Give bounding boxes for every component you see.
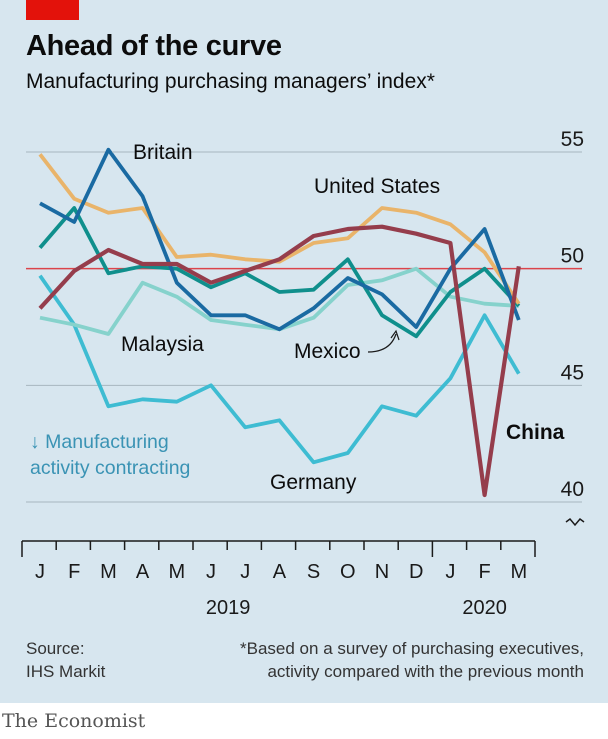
x-tick-label: J	[445, 561, 455, 583]
annotation-line: ↓ Manufacturing	[30, 431, 169, 453]
footnote-line: *Based on a survey of purchasing executi…	[240, 639, 584, 658]
series-line-china	[38, 224, 521, 498]
series-line-britain	[39, 147, 521, 332]
source-line: Source:	[26, 639, 85, 658]
annotation-line: activity contracting	[30, 457, 190, 479]
series-label-britain: Britain	[133, 141, 193, 164]
y-tick-label: 55	[561, 128, 584, 151]
x-tick-label: J	[206, 561, 216, 583]
series-line-malaysia	[39, 266, 519, 336]
y-tick-label: 50	[561, 245, 584, 268]
y-tick-label: 45	[561, 361, 584, 384]
x-tick-label: F	[478, 561, 490, 583]
x-tick-label: M	[100, 561, 117, 583]
x-tick-label: O	[340, 561, 356, 583]
series-label-mexico: Mexico	[294, 340, 361, 363]
mexico-label-leader	[367, 333, 397, 353]
x-tick-label: J	[35, 561, 45, 583]
x-tick-label: F	[68, 561, 80, 583]
line-chart: 40 45 50 55 Britain United States Malaysia Mexi…	[21, 128, 585, 619]
x-tick-label: D	[409, 561, 423, 583]
source-note: Source: IHS Markit	[26, 637, 105, 683]
series-label-united-states: United States	[314, 175, 440, 198]
y-tick-label: 40	[561, 478, 584, 501]
chart-subtitle: Manufacturing purchasing managers’ index…	[26, 70, 435, 93]
chart-title: Ahead of the curve	[26, 30, 282, 62]
series-lines	[38, 147, 521, 498]
series-line-germany	[38, 274, 521, 465]
x-tick-label: M	[168, 561, 185, 583]
year-label: 2020	[462, 597, 507, 619]
x-tick-label: A	[273, 561, 287, 583]
chart-labels: 40 45 50 55 Britain United States Malaysia Mexi…	[30, 128, 585, 527]
series-line-united_states	[38, 153, 521, 305]
series-line-mexico	[38, 206, 521, 339]
mexico-leader-arrow-icon	[390, 329, 400, 341]
x-tick-label: A	[136, 561, 150, 583]
footnote-line: activity compared with the previous mont…	[267, 662, 584, 681]
x-tick-label: J	[240, 561, 250, 583]
year-label: 2019	[206, 597, 251, 619]
x-tick-label: N	[375, 561, 389, 583]
series-label-germany: Germany	[270, 471, 357, 494]
axis-break-icon	[565, 517, 585, 527]
series-label-malaysia: Malaysia	[121, 333, 204, 356]
series-label-china: China	[506, 421, 565, 444]
brand-logo: The Economist	[2, 710, 146, 732]
x-tick-label: M	[510, 561, 527, 583]
source-line: IHS Markit	[26, 662, 106, 681]
brand-red-bar	[26, 0, 79, 20]
footnote: *Based on a survey of purchasing executi…	[240, 637, 584, 683]
x-tick-label: S	[307, 561, 320, 583]
